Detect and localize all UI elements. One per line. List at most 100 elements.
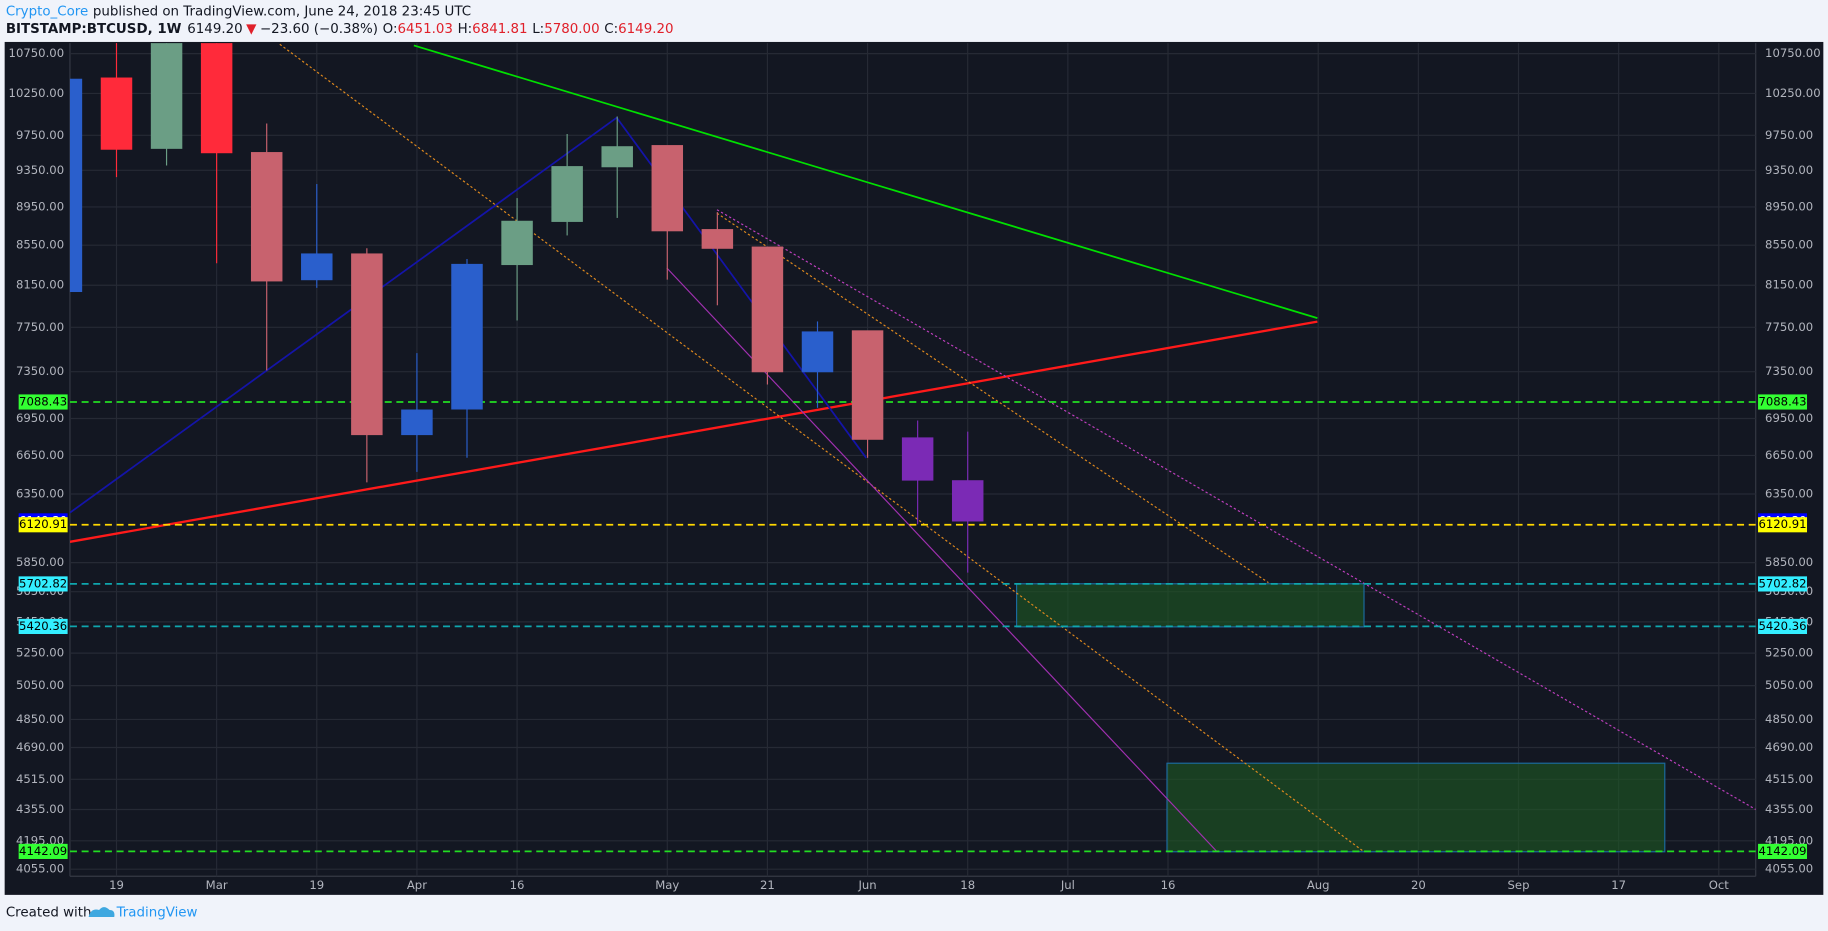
trend-line xyxy=(716,212,1269,584)
y-tick-label: 6650.00 xyxy=(1765,448,1813,462)
x-tick-label: 19 xyxy=(109,878,124,892)
y-tick-label: 4355.00 xyxy=(16,802,64,816)
candle-body xyxy=(901,437,934,481)
y-tick-label: 7750.00 xyxy=(1765,320,1813,334)
y-tick-label: 9750.00 xyxy=(16,128,64,142)
x-tick-label: Jul xyxy=(1060,878,1075,892)
price-label-left: 6120.91 xyxy=(19,517,67,531)
y-tick-label: 5850.00 xyxy=(16,555,64,569)
x-tick-label: 16 xyxy=(1161,878,1176,892)
candles xyxy=(69,43,984,573)
candle-body xyxy=(601,146,633,168)
price-label-left: 4142.09 xyxy=(19,844,67,858)
c-value: 6149.20 xyxy=(618,22,673,37)
brand-logo[interactable] xyxy=(88,907,115,918)
x-tick-label: 17 xyxy=(1611,878,1626,892)
trend-line xyxy=(413,44,1318,319)
y-tick-label: 6350.00 xyxy=(1765,487,1813,501)
y-tick-label: 4850.00 xyxy=(1765,712,1813,726)
x-tick-label: Aug xyxy=(1307,878,1330,892)
y-tick-label: 9350.00 xyxy=(1765,163,1813,177)
footer-brand[interactable]: TradingView xyxy=(116,905,198,920)
y-tick-label: 4515.00 xyxy=(16,772,64,786)
price-label-right: 5420.36 xyxy=(1758,619,1806,633)
l-label: L: xyxy=(532,22,544,37)
x-tick-label: Sep xyxy=(1508,878,1530,892)
y-tick-label: 5250.00 xyxy=(1765,646,1813,660)
y-tick-label: 8550.00 xyxy=(16,238,64,252)
footer-created: Created with xyxy=(6,905,92,920)
y-tick-label: 6950.00 xyxy=(1765,411,1813,425)
y-tick-label: 6350.00 xyxy=(16,487,64,501)
price-label-left-box xyxy=(18,517,68,533)
y-tick-label: 4055.00 xyxy=(1765,862,1813,876)
y-tick-label: 9350.00 xyxy=(16,163,64,177)
y-tick-label: 5050.00 xyxy=(1765,678,1813,692)
x-tick-label: 16 xyxy=(510,878,525,892)
price-label-right-box xyxy=(1758,517,1808,533)
y-tick-label: 10250.00 xyxy=(9,86,65,100)
y-tick-label: 4850.00 xyxy=(16,712,64,726)
y-tick-label: 4195.00 xyxy=(16,833,64,847)
candle-body xyxy=(801,331,834,373)
axis-labels: 10750.00 10750.00 10250.00 10250.00 9750.00 9… xyxy=(9,46,1821,892)
y-tick-label: 4515.00 xyxy=(1765,772,1813,786)
price-label-right: 7088.43 xyxy=(1758,394,1806,408)
price-label-left: 5420.36 xyxy=(19,619,67,633)
y-tick-label: 9750.00 xyxy=(1765,128,1813,142)
price-label-left-box xyxy=(18,576,68,592)
candle-body xyxy=(451,263,483,410)
o-label: O: xyxy=(383,22,398,37)
price-label-left-box xyxy=(18,618,68,634)
price-label-right-box xyxy=(1758,843,1808,859)
drawings xyxy=(69,43,1756,853)
x-tick-label: Oct xyxy=(1709,878,1730,892)
zone-rect xyxy=(1166,762,1666,853)
x-tick-label: May xyxy=(655,878,679,892)
y-tick-label: 4690.00 xyxy=(16,740,64,754)
price-label-left-box xyxy=(18,394,68,410)
trend-line xyxy=(69,320,1318,543)
y-tick-label: 4355.00 xyxy=(1765,802,1813,816)
y-tick-label: 10750.00 xyxy=(1765,46,1821,60)
arrow: ▼ xyxy=(246,22,257,37)
symbol: BITSTAMP:BTCUSD, 1W xyxy=(6,22,182,37)
y-tick-label: 10750.00 xyxy=(9,46,65,60)
l-value: 5780.00 xyxy=(544,22,599,37)
y-tick-label: 4055.00 xyxy=(16,862,64,876)
candle-body xyxy=(150,43,183,149)
last-price: 6149.20 xyxy=(187,22,242,37)
trend-line xyxy=(279,43,1365,853)
published: published on TradingView.com, June 24, 2… xyxy=(93,5,471,20)
price-label-left: 7088.43 xyxy=(19,394,67,408)
price-label-right-box xyxy=(1758,618,1808,634)
candle-body xyxy=(851,330,884,440)
candle-body xyxy=(751,246,784,373)
candle-body xyxy=(250,152,283,282)
y-tick-label: 4195.00 xyxy=(1765,833,1813,847)
candle-body xyxy=(351,253,383,436)
h-value: 6841.81 xyxy=(472,22,527,37)
x-tick-label: 20 xyxy=(1411,878,1426,892)
y-tick-label: 7350.00 xyxy=(16,364,64,378)
x-tick-label: Mar xyxy=(206,878,228,892)
candle-body xyxy=(501,220,533,266)
candle-body xyxy=(401,409,433,436)
y-tick-label: 8950.00 xyxy=(16,199,64,213)
candle-body xyxy=(701,229,734,249)
y-tick-label: 5850.00 xyxy=(1765,555,1813,569)
author[interactable]: Crypto_Core xyxy=(6,5,88,20)
y-tick-label: 7350.00 xyxy=(1765,364,1813,378)
symbol-line: BITSTAMP:BTCUSD, 1W 6149.20 ▼ −23.60 (−0.38… xyxy=(6,22,674,37)
trend-line xyxy=(716,209,1756,811)
o-value: 6451.03 xyxy=(398,22,453,37)
y-tick-label: 6650.00 xyxy=(16,448,64,462)
y-tick-label: 8550.00 xyxy=(1765,238,1813,252)
x-tick-label: 21 xyxy=(760,878,775,892)
header-line: Crypto_Core published on TradingView.com,… xyxy=(6,5,471,20)
candle-body xyxy=(100,77,133,150)
y-tick-label: 4690.00 xyxy=(1765,740,1813,754)
candle-body xyxy=(651,145,684,232)
y-tick-label: 8150.00 xyxy=(16,278,64,292)
